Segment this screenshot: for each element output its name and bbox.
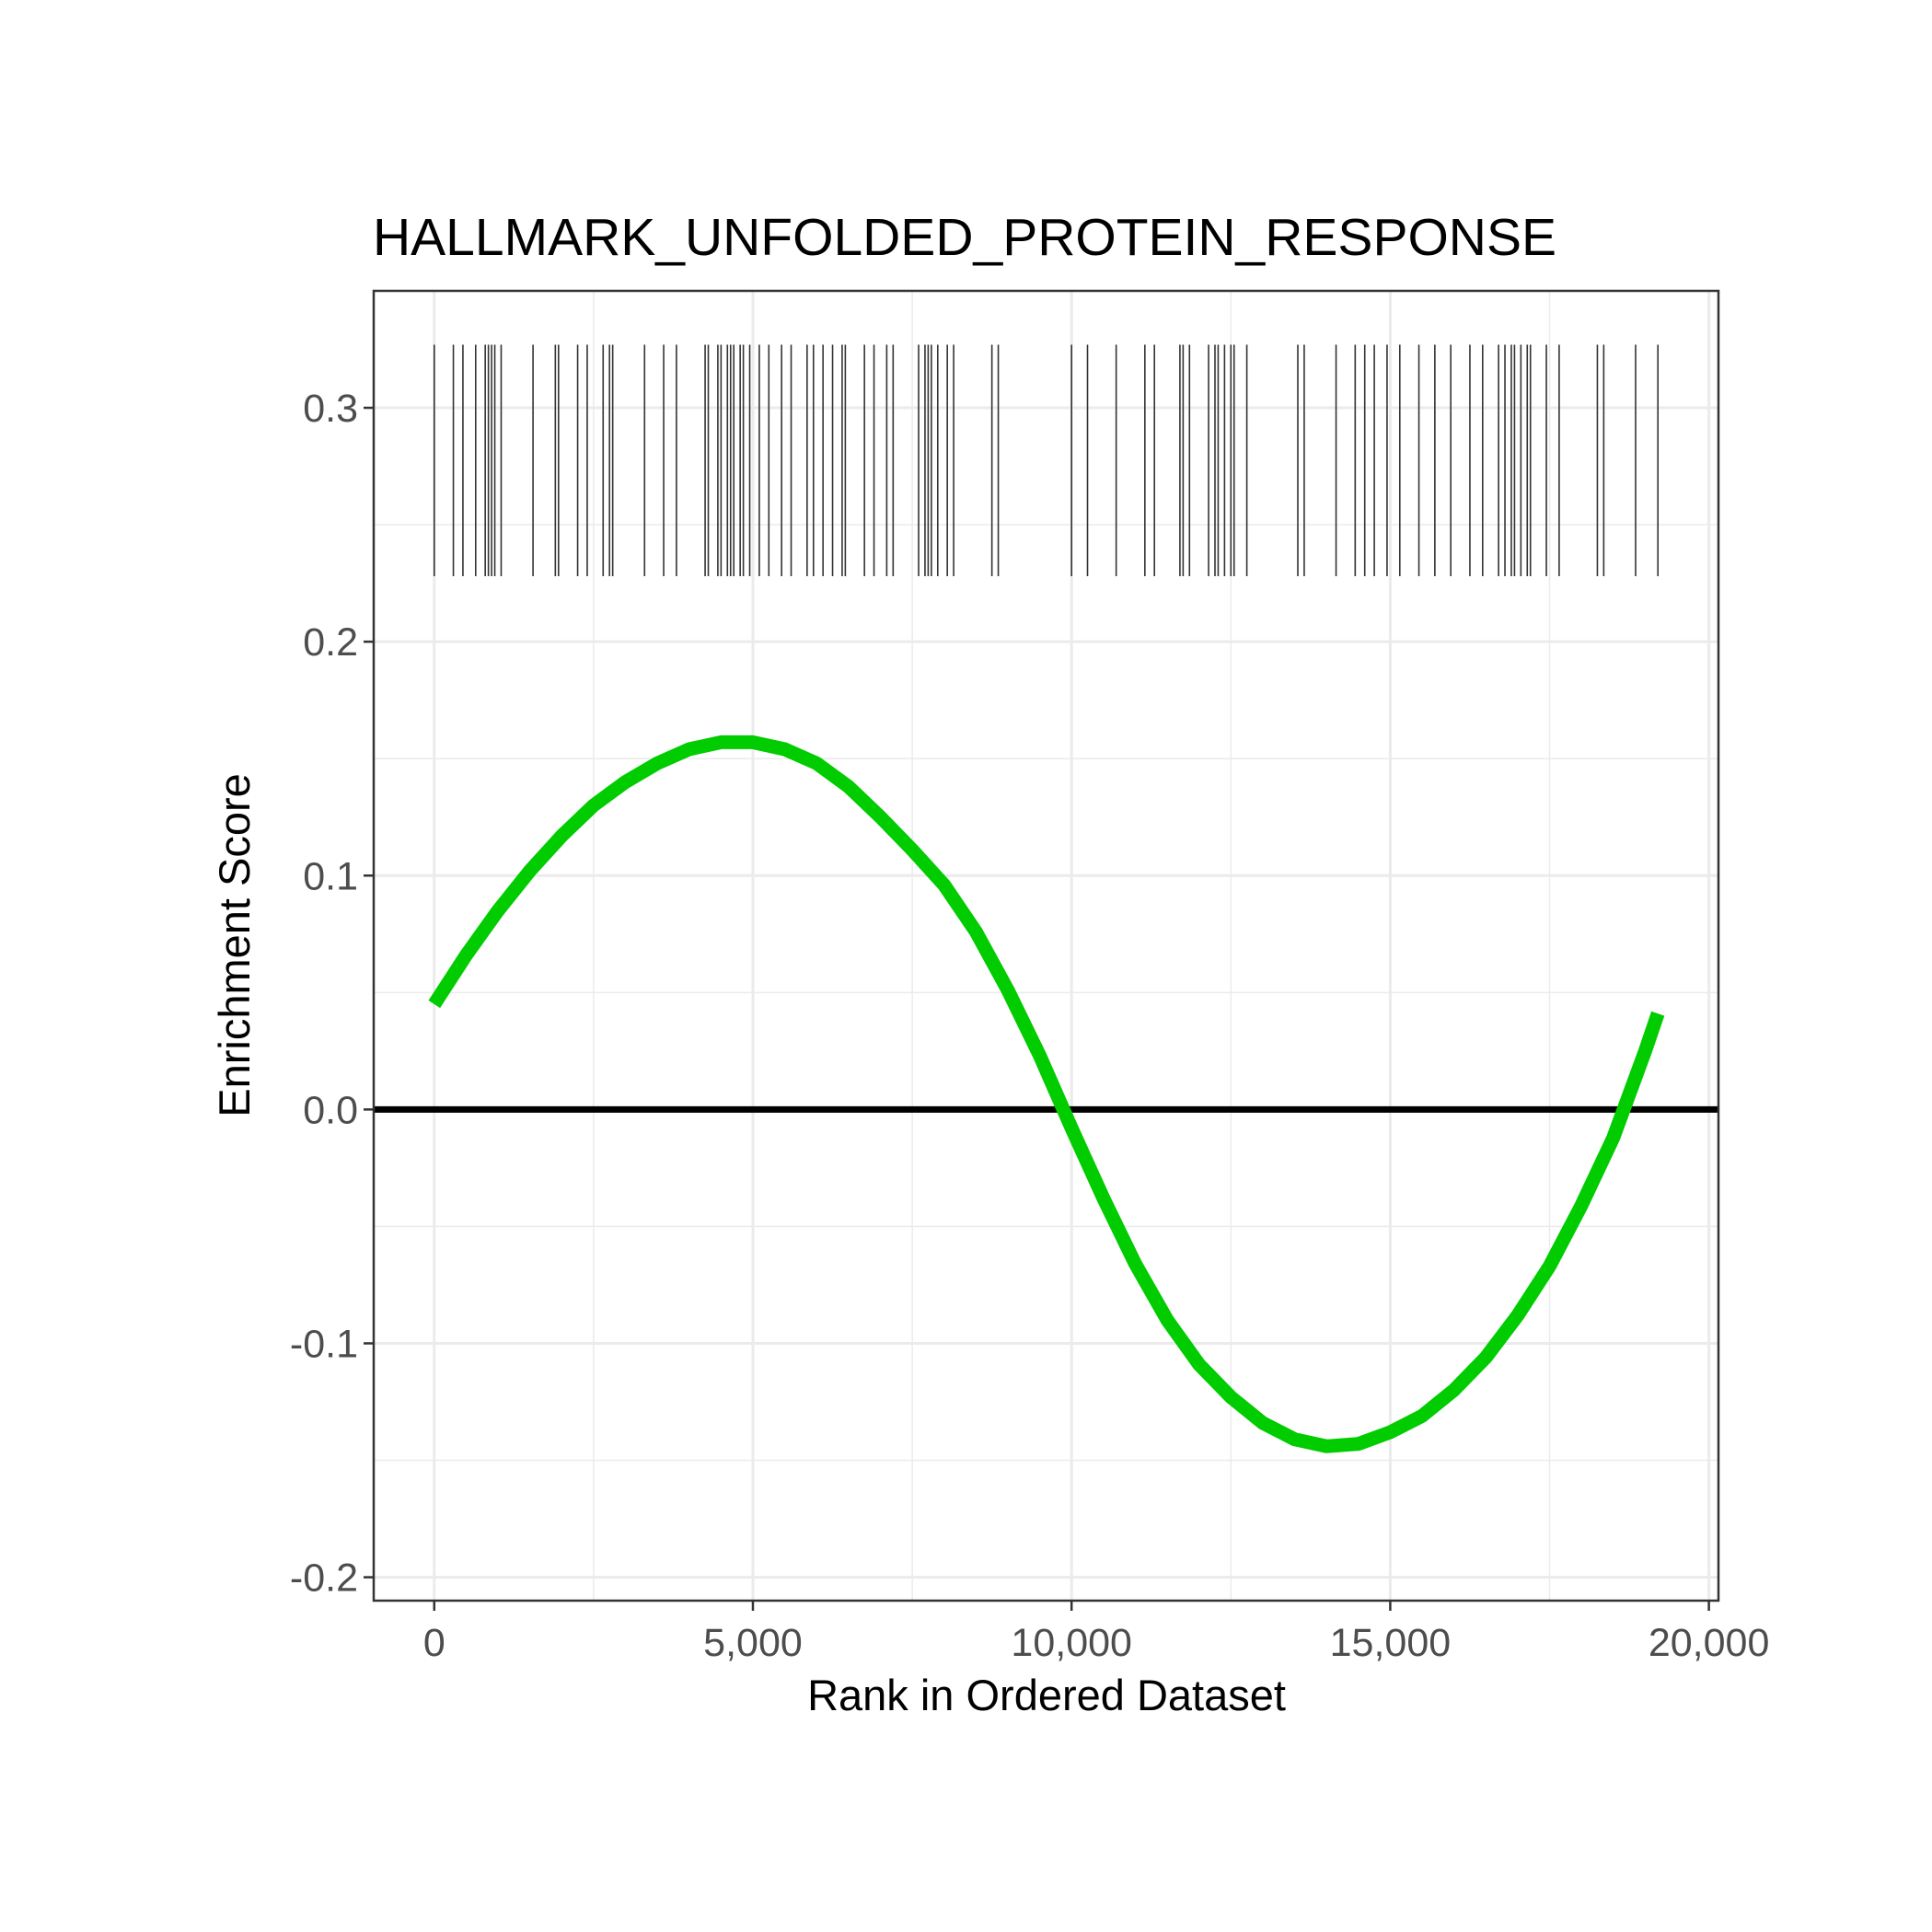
major-gridlines — [374, 291, 1718, 1601]
y-tick-label: -0.1 — [290, 1322, 358, 1366]
x-tick-label: 20,000 — [1649, 1621, 1770, 1665]
y-tick-label: -0.2 — [290, 1556, 358, 1601]
minor-gridlines — [374, 291, 1718, 1601]
enrichment-score-line — [428, 735, 1665, 1453]
x-tick-label: 5,000 — [703, 1621, 803, 1665]
x-tick-label: 10,000 — [1011, 1621, 1132, 1665]
hit-markers — [433, 344, 1660, 577]
y-tick-label: 0.0 — [303, 1088, 358, 1132]
y-axis: -0.2 -0.1 0.0 0.1 0.2 0.3 — [290, 387, 374, 1601]
y-tick-label: 0.1 — [303, 854, 358, 898]
chart-title: HALLMARK_UNFOLDED_PROTEIN_RESPONSE — [373, 208, 1556, 267]
y-tick-label: 0.2 — [303, 620, 358, 665]
y-tick-label: 0.3 — [303, 387, 358, 431]
y-axis-title: Enrichment Score — [210, 773, 259, 1117]
x-axis: 0 5,000 10,000 15,000 20,000 — [423, 1601, 1770, 1665]
panel-border — [372, 289, 1720, 1602]
x-tick-label: 0 — [423, 1621, 445, 1665]
x-axis-title: Rank in Ordered Dataset — [807, 1671, 1286, 1719]
x-tick-label: 15,000 — [1330, 1621, 1452, 1665]
